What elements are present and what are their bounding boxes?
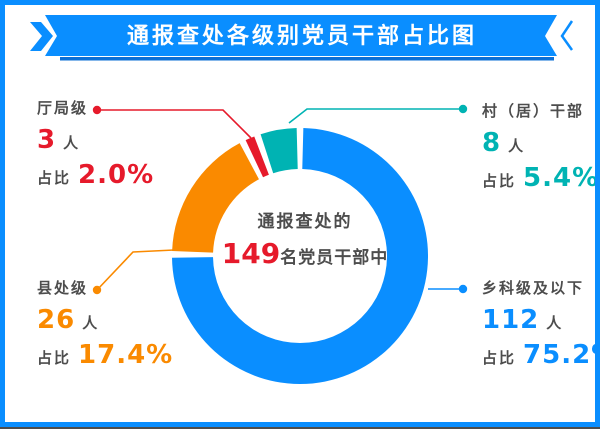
donut-slice-2 xyxy=(245,136,269,178)
donut-center-caption: 通报查处的 149 名党员干部中 xyxy=(190,213,420,268)
ratio-value: 75.2% xyxy=(523,340,595,370)
callout-count-row: 8 人 xyxy=(482,128,595,158)
count-unit: 人 xyxy=(63,135,79,152)
banner-body xyxy=(45,15,557,56)
leader-dot-3 xyxy=(458,104,468,114)
banner-title: 通报查处各级别党员干部占比图 xyxy=(127,23,477,48)
count-unit: 人 xyxy=(82,315,98,332)
callout-count-row: 26 人 xyxy=(37,307,173,333)
card-bottom-shadow xyxy=(5,422,595,424)
callout-ratio-row: 占比 5.4% xyxy=(482,163,600,193)
center-total-row: 149 名党员干部中 xyxy=(190,240,420,268)
callout-xianchu: 县处级 26 人 占比 17.4% xyxy=(37,281,173,377)
callout-cunju: 村（居）干部 8 人 占比 5.4% xyxy=(482,103,600,200)
callout-ratio-row: 占比 2.0% xyxy=(37,162,154,188)
banner-shadow xyxy=(60,57,554,61)
count-value: 26 xyxy=(37,305,76,335)
callout-label: 厅局级 xyxy=(37,100,89,117)
banner-left-tail xyxy=(30,22,53,51)
count-unit: 人 xyxy=(508,138,524,155)
callout-ratio-row: 占比 17.4% xyxy=(37,342,173,368)
center-prefix: 通报查处的 xyxy=(257,212,353,231)
callout-ratio-row: 占比 75.2% xyxy=(482,340,595,370)
ratio-prefix: 占比 xyxy=(482,173,517,190)
callout-label: 乡科级及以下 xyxy=(482,280,585,297)
ratio-prefix: 占比 xyxy=(37,350,72,367)
banner-right-tail xyxy=(560,20,574,51)
ratio-prefix: 占比 xyxy=(37,170,72,187)
ratio-prefix: 占比 xyxy=(482,350,517,367)
ratio-value: 5.4% xyxy=(523,163,600,193)
callout-label: 县处级 xyxy=(37,280,89,297)
ratio-value: 17.4% xyxy=(78,340,174,370)
leader-dot-0 xyxy=(458,284,468,294)
title-banner: 通报查处各级别党员干部占比图 xyxy=(30,15,574,61)
callout-tingju: 厅局级 3 人 占比 2.0% xyxy=(37,101,154,197)
count-value: 112 xyxy=(482,305,540,335)
center-suffix: 名党员干部中 xyxy=(280,248,389,267)
count-value: 8 xyxy=(482,128,502,158)
donut-slice-3 xyxy=(260,128,298,174)
callout-xiangke: 乡科级及以下 112 人 占比 75.2% xyxy=(482,280,595,377)
callout-count-row: 112 人 xyxy=(482,305,595,335)
center-total: 149 xyxy=(221,237,281,270)
leader-line-3 xyxy=(288,108,463,124)
callout-count-row: 3 人 xyxy=(37,127,154,153)
callout-label: 村（居）干部 xyxy=(482,103,585,120)
ratio-value: 2.0% xyxy=(78,160,155,190)
count-unit: 人 xyxy=(546,315,562,332)
count-value: 3 xyxy=(37,125,57,155)
